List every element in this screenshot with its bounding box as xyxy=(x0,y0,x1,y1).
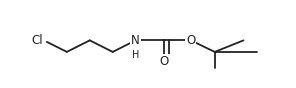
Text: Cl: Cl xyxy=(31,34,43,47)
Text: O: O xyxy=(160,55,169,68)
Text: O: O xyxy=(186,34,195,47)
Text: N: N xyxy=(131,34,140,47)
Text: H: H xyxy=(132,50,139,60)
